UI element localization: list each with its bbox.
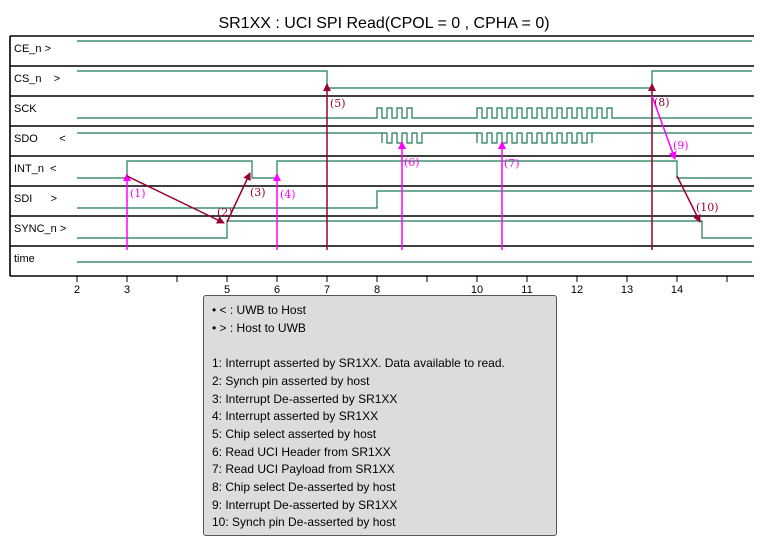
legend-note-1: 1: Interrupt asserted by SR1XX. Data ava… [212, 356, 505, 371]
waveform-sync [77, 220, 752, 239]
waveform-sck [77, 107, 752, 119]
signal-label-cs: CS_n > [14, 73, 60, 85]
annotation-2-arrow [126, 175, 225, 224]
time-tick-label: 5 [224, 284, 230, 296]
waveform-sdi [77, 190, 752, 209]
legend-note-7: 7: Read UCI Payload from SR1XX [212, 462, 395, 477]
annotation-9-arrow [651, 95, 677, 160]
time-axis: 2 3 5 6 7 8 10 11 12 13 14 [74, 276, 728, 296]
legend-note-10: 10: Synch pin De-asserted by host [212, 515, 396, 530]
time-tick-label: 11 [521, 284, 532, 296]
annotations: (1) (2) (3) (4) (5) (6) (7) (8) (9) (10) [123, 83, 719, 250]
legend-note-5: 5: Chip select asserted by host [212, 426, 377, 441]
annotation-6-label: (6) [404, 156, 420, 169]
signal-label-sdi: SDI > [14, 193, 57, 205]
time-tick-label: 3 [124, 284, 130, 296]
legend: • < : UWB to Host • > : Host to UWB 1: I… [203, 295, 557, 536]
annotation-7-label: (7) [504, 157, 520, 170]
annotation-8: (8) [648, 83, 670, 250]
legend-note-4: 4: Interrupt asserted by SR1XX [212, 409, 379, 424]
annotation-8-label: (8) [654, 96, 670, 109]
diagram-title: SR1XX : UCI SPI Read(CPOL = 0 , CPHA = 0… [218, 15, 549, 32]
annotation-1-label: (1) [130, 187, 146, 200]
time-tick-label: 10 [471, 284, 483, 296]
waveform-int [77, 160, 752, 179]
waveform-sdo [77, 132, 752, 144]
waveform-cs [77, 70, 752, 89]
signal-label-int: INT_n < [14, 163, 57, 175]
annotation-1: (1) [123, 173, 146, 250]
time-tick-label: 6 [274, 284, 280, 296]
signal-grid [9, 35, 754, 277]
annotation-5-label: (5) [330, 97, 346, 110]
annotation-3-label: (3) [250, 186, 266, 199]
signal-label-sdo: SDO < [14, 133, 66, 145]
annotation-9-label: (9) [673, 139, 689, 152]
time-tick-label: 13 [621, 284, 633, 296]
time-tick-label: 2 [74, 284, 80, 296]
annotation-2-label: (2) [217, 206, 233, 219]
legend-direction-host-to-uwb: • > : Host to UWB [212, 320, 306, 335]
annotation-10-arrow [676, 175, 701, 223]
annotation-6: (6) [398, 141, 420, 250]
annotation-3-arrow [226, 172, 251, 223]
legend-note-8: 8: Chip select De-asserted by host [212, 480, 396, 495]
legend-note-9: 9: Interrupt De-asserted by SR1XX [212, 497, 398, 512]
signal-label-sync: SYNC_n > [14, 223, 66, 235]
annotation-3: (3) [226, 172, 266, 223]
signal-labels: CE_n > CS_n > SCK SDO < INT_n < SDI > SYNC_n >… [14, 43, 66, 265]
annotation-2: (2) [126, 175, 233, 224]
time-tick-label: 7 [324, 284, 330, 296]
signal-label-sck: SCK [14, 103, 37, 115]
legend-note-3: 3: Interrupt De-asserted by SR1XX [212, 391, 398, 406]
legend-note-2: 2: Synch pin asserted by host [212, 373, 370, 388]
time-tick-label: 14 [671, 284, 683, 296]
annotation-10: (10) [676, 175, 719, 223]
annotation-7: (7) [498, 141, 520, 250]
annotation-4: (4) [273, 173, 296, 250]
time-tick-label: 12 [571, 284, 583, 296]
signal-label-time: time [14, 253, 35, 265]
legend-direction-uwb-to-host: • < : UWB to Host [212, 303, 306, 317]
legend-note-6: 6: Read UCI Header from SR1XX [212, 444, 391, 459]
signal-label-ce: CE_n > [14, 43, 51, 55]
annotation-10-label: (10) [696, 201, 719, 214]
annotation-5: (5) [323, 83, 346, 250]
time-tick-label: 8 [374, 284, 380, 296]
waveforms [77, 40, 752, 263]
annotation-9: (9) [651, 95, 689, 160]
annotation-4-label: (4) [280, 188, 296, 201]
